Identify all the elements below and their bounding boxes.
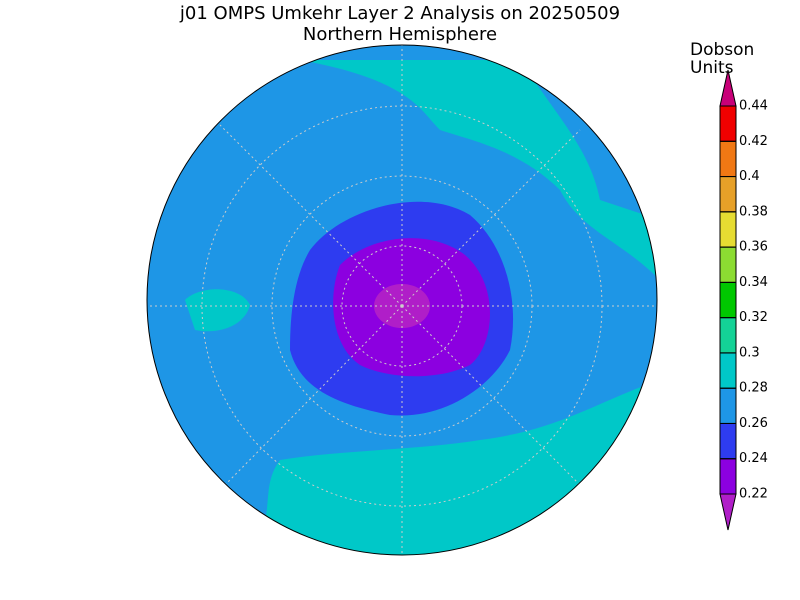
colorbar-extend: [719, 493, 737, 531]
colorbar-tick-label: 0.3: [739, 345, 760, 360]
colorbar-swatch: [719, 317, 737, 354]
map-field: [147, 45, 657, 555]
colorbar-tick-label: 0.22: [739, 487, 768, 502]
field-region: [300, 60, 657, 280]
colorbar-tick-label: 0.44: [739, 99, 768, 114]
colorbar-tick-label: 0.24: [739, 451, 768, 466]
map-border: [146, 44, 658, 556]
field-region: [185, 289, 250, 332]
colorbar-swatch: [719, 246, 737, 283]
colorbar-label: Dobson: [690, 40, 754, 60]
colorbar-swatch: [719, 211, 737, 248]
colorbar-swatch: [719, 387, 737, 424]
colorbar-tick-label: 0.36: [739, 240, 768, 255]
subtitle: Northern Hemisphere: [303, 24, 497, 45]
colorbar-tick-label: 0.34: [739, 275, 768, 290]
colorbar-swatch: [719, 352, 737, 389]
colorbar-tick-label: 0.26: [739, 416, 768, 431]
field-region: [150, 380, 657, 555]
colorbar-swatch: [719, 458, 737, 495]
colorbar-swatch: [719, 281, 737, 319]
colorbar-tick-label: 0.28: [739, 381, 768, 396]
colorbar-swatch: [719, 422, 737, 460]
colorbar-tick-label: 0.42: [739, 134, 768, 149]
colorbar-tick-label: 0.4: [739, 169, 760, 184]
colorbar-label: Units: [690, 58, 734, 78]
colorbar-swatch: [719, 176, 737, 213]
colorbar-swatch: [719, 140, 737, 178]
colorbar-tick-label: 0.38: [739, 204, 768, 219]
graticule: [147, 45, 657, 555]
colorbar-tick-label: 0.32: [739, 310, 768, 325]
colorbar: 0.22 0.24 0.26 0.28 0.3 0.32 0.34 0.36 0.38 0.4 0.…: [719, 69, 768, 531]
title: j01 OMPS Umkehr Layer 2 Analysis on 2025…: [179, 3, 620, 24]
colorbar-swatch: [719, 105, 737, 142]
